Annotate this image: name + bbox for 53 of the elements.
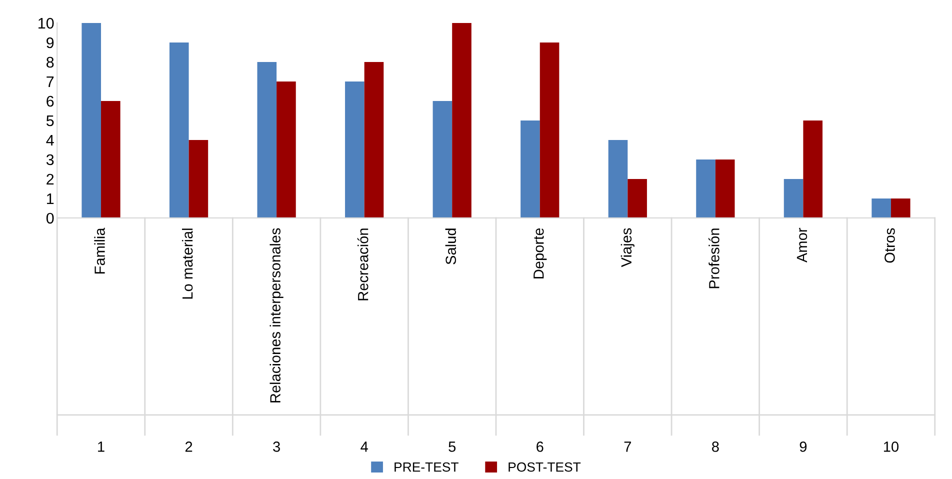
y-tick-label: 2: [46, 174, 54, 184]
y-tick-label: 4: [46, 134, 54, 146]
y-tick-label: 9: [46, 37, 54, 48]
y-tick-label: 10: [38, 18, 54, 29]
bar: [540, 42, 560, 218]
bar: [872, 198, 891, 218]
bar: [628, 178, 647, 218]
y-tick-label: 0: [46, 212, 54, 224]
bar: [608, 140, 628, 218]
legend-label: POST-TEST: [508, 462, 581, 472]
bar: [345, 81, 364, 218]
x-tick-label: Otros: [884, 228, 895, 263]
bar: [452, 22, 472, 218]
x-tick-label: Relaciones interpersonales: [270, 228, 284, 402]
y-tick-label: 8: [46, 56, 54, 68]
bar: [784, 178, 804, 218]
legend-label: PRE-TEST: [394, 462, 458, 472]
text: 4: [360, 442, 368, 452]
x-tick-label: Viajes: [620, 228, 634, 268]
x-tick-label: Recreación: [357, 228, 368, 300]
bar: [188, 140, 208, 218]
x-tick-label: Deporte: [534, 228, 547, 278]
y-tick-label: 7: [46, 76, 54, 88]
bar: [276, 81, 296, 218]
text: 8: [712, 442, 719, 452]
x-tick-label: Profesión: [708, 228, 720, 288]
x-tick-label: Amor: [796, 228, 808, 263]
text: 1: [98, 442, 104, 452]
text: 6: [536, 442, 544, 452]
bar: [82, 22, 102, 218]
text: 10: [884, 442, 899, 452]
y-tick-label: 1: [47, 193, 54, 204]
text: 3: [273, 442, 280, 452]
text: 2: [185, 442, 192, 452]
x-tick-label: Lo material: [182, 228, 193, 299]
bar: [432, 100, 452, 218]
x-tick-label: Familia: [94, 228, 105, 274]
bar: [890, 198, 910, 218]
text: 9: [800, 442, 807, 452]
x-tick-label: Salud: [445, 228, 456, 264]
text: 5: [448, 442, 456, 452]
bar: [257, 62, 277, 218]
y-tick-label: 3: [46, 154, 54, 166]
text: 7: [624, 442, 631, 452]
bar: [364, 62, 384, 218]
bar: [803, 120, 823, 218]
y-tick-label: 6: [46, 96, 54, 107]
bar: [715, 159, 735, 218]
bar: [101, 100, 120, 218]
bar: [696, 159, 716, 218]
bar: [520, 120, 540, 218]
bar: [169, 42, 189, 218]
y-tick-label: 5: [46, 115, 54, 126]
